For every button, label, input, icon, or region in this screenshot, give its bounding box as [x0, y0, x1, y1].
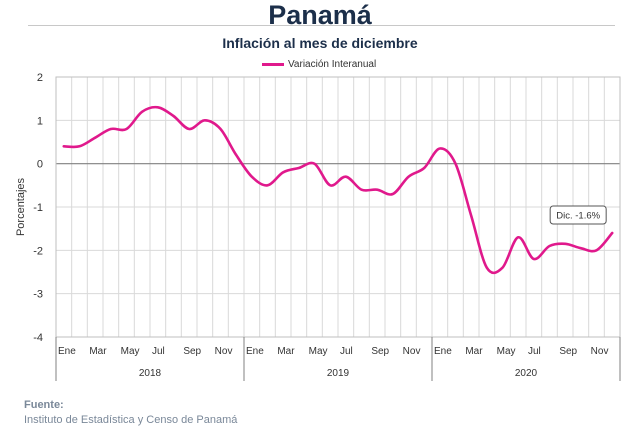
y-tick-label: 2 [37, 72, 43, 84]
annotation-box [549, 205, 607, 225]
x-tick-label: Ene [246, 346, 264, 357]
chart-legend[interactable]: Variación Interanual [262, 59, 376, 70]
y-tick-label: -2 [33, 245, 43, 257]
source-text: Instituto de Estadística y Censo de Pana… [24, 414, 238, 426]
x-tick-label: Nov [591, 346, 609, 357]
legend-label: Variación Interanual [288, 59, 377, 70]
title-divider [28, 25, 615, 26]
x-tick-label: Jul [528, 346, 541, 357]
plot-area [55, 76, 621, 338]
source-label: Fuente: [24, 399, 64, 411]
x-tick-label: May [121, 346, 140, 357]
x-tick-label: Mar [89, 346, 107, 357]
x-tick-label: Nov [403, 346, 421, 357]
year-label: 2019 [327, 368, 350, 379]
legend-swatch [262, 63, 284, 66]
series-line-variacion-interanual [62, 105, 614, 275]
x-tick-label: Sep [183, 346, 201, 357]
y-tick-label: -1 [33, 202, 43, 214]
x-tick-label: Sep [371, 346, 389, 357]
x-tick-label: Mar [465, 346, 483, 357]
x-tick-label: May [497, 346, 516, 357]
x-tick-label: Ene [434, 346, 452, 357]
x-tick-label: May [309, 346, 328, 357]
y-axis-label: Porcentajes [15, 177, 27, 236]
x-tick-label: Jul [340, 346, 353, 357]
year-label: 2020 [515, 368, 538, 379]
annotation-label: Dic. -1.6% [556, 211, 600, 222]
y-tick-label: -3 [33, 289, 43, 301]
year-label: 2018 [139, 368, 162, 379]
y-tick-label: -4 [33, 332, 43, 344]
x-tick-label: Ene [58, 346, 76, 357]
x-tick-label: Jul [152, 346, 165, 357]
x-tick-label: Sep [559, 346, 577, 357]
chart-subtitle: Inflación al mes de diciembre [222, 35, 418, 51]
y-tick-label: 1 [37, 115, 43, 127]
x-tick-label: Nov [215, 346, 233, 357]
y-tick-label: 0 [37, 159, 43, 171]
x-tick-label: Mar [277, 346, 295, 357]
